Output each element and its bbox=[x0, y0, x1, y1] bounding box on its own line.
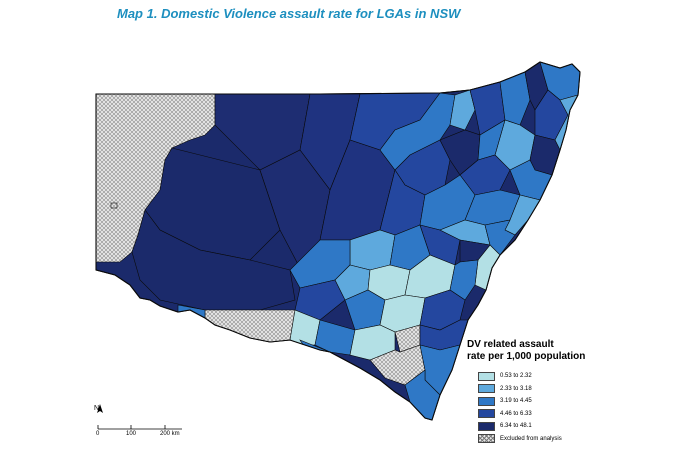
legend-title-line2: rate per 1,000 population bbox=[467, 351, 586, 362]
legend-label: Excluded from analysis bbox=[500, 435, 562, 442]
legend-swatch bbox=[478, 371, 495, 381]
legend-swatch bbox=[478, 409, 495, 419]
legend-title-line1: DV related assault bbox=[467, 339, 554, 350]
lga-nw-1 bbox=[379, 92, 456, 171]
north-label: N bbox=[94, 405, 100, 412]
lga-excluded-small bbox=[110, 202, 118, 209]
north-arrow-icon bbox=[97, 404, 103, 413]
legend-swatch-hatched bbox=[478, 434, 495, 444]
legend-item: 6.34 to 48.1 bbox=[478, 420, 657, 433]
map-title: Map 1. Domestic Violence assault rate fo… bbox=[117, 6, 461, 21]
legend-swatch bbox=[478, 396, 495, 406]
legend-label: 0.53 to 2.32 bbox=[500, 373, 532, 380]
legend-label: 3.19 to 4.45 bbox=[500, 398, 532, 405]
lga-nw-2 bbox=[449, 89, 476, 131]
legend-swatch bbox=[478, 384, 495, 394]
legend-label: 4.46 to 6.33 bbox=[500, 410, 532, 417]
legend-item: 2.33 to 3.18 bbox=[478, 383, 657, 396]
lga-riv-6 bbox=[294, 279, 346, 321]
legend-item: Excluded from analysis bbox=[478, 433, 657, 446]
legend-label: 2.33 to 3.18 bbox=[500, 385, 532, 392]
scale-tick-200: 200 km bbox=[160, 431, 180, 437]
map-legend: DV related assault rate per 1,000 popula… bbox=[467, 339, 657, 445]
legend-label: 6.34 to 48.1 bbox=[500, 423, 532, 430]
legend-item: 0.53 to 2.32 bbox=[478, 370, 657, 383]
legend-swatch bbox=[478, 421, 495, 431]
scale-tick-0: 0 bbox=[96, 431, 100, 437]
scale-bar bbox=[97, 425, 182, 430]
legend-item: 3.19 to 4.45 bbox=[478, 395, 657, 408]
scale-tick-100: 100 bbox=[126, 431, 137, 437]
legend-item: 4.46 to 6.33 bbox=[478, 408, 657, 421]
lga-riv-13 bbox=[314, 319, 356, 356]
